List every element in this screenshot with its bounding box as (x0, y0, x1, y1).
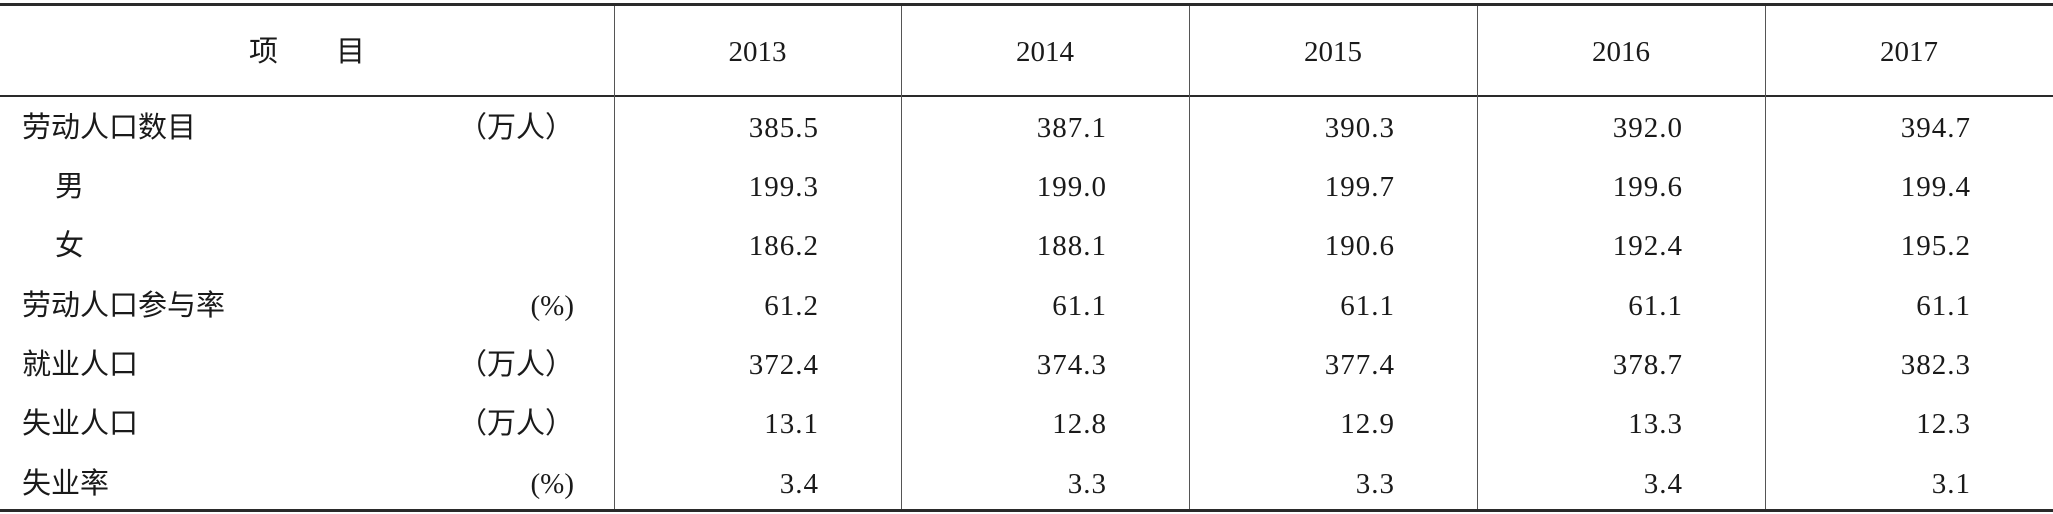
header-cell: 2015 (1304, 36, 1362, 68)
column-rule (614, 6, 615, 509)
value-cell: 199.7 (1324, 171, 1395, 203)
column-rule (1189, 6, 1190, 509)
value-cell: 378.7 (1612, 349, 1683, 381)
top-rule (0, 3, 2053, 6)
value-cell: 13.3 (1628, 408, 1683, 440)
row-label: 劳动人口数目 (22, 112, 197, 144)
column-rule (901, 6, 902, 509)
value-cell: 190.6 (1324, 230, 1395, 262)
value-cell: 394.7 (1900, 112, 1971, 144)
value-cell: 188.1 (1036, 230, 1107, 262)
value-cell: 61.1 (1052, 290, 1107, 322)
header-cell: 2014 (1016, 36, 1074, 68)
value-cell: 61.2 (764, 290, 819, 322)
value-cell: 199.3 (748, 171, 819, 203)
value-cell: 199.6 (1612, 171, 1683, 203)
value-cell: 3.3 (1067, 468, 1107, 500)
value-cell: 186.2 (748, 230, 819, 262)
value-cell: 13.1 (764, 408, 819, 440)
value-cell: 3.3 (1355, 468, 1395, 500)
value-cell: 390.3 (1324, 112, 1395, 144)
header-cell: 项 目 (248, 36, 365, 68)
value-cell: 3.4 (1643, 468, 1683, 500)
value-cell: 12.9 (1340, 408, 1395, 440)
row-label: 就业人口 (22, 349, 139, 381)
bottom-rule (0, 509, 2053, 512)
value-cell: 387.1 (1036, 112, 1107, 144)
header-cell: 2017 (1880, 36, 1938, 68)
header-cell: 2013 (728, 36, 787, 68)
value-cell: 3.1 (1931, 468, 1971, 500)
value-cell: 192.4 (1612, 230, 1683, 262)
value-cell: 12.8 (1052, 408, 1107, 440)
header-cell: 2016 (1592, 36, 1650, 68)
column-rule (1477, 6, 1478, 509)
value-cell: 3.4 (779, 468, 819, 500)
value-cell: 199.4 (1900, 171, 1971, 203)
row-unit: （万人） (457, 112, 574, 144)
value-cell: 382.3 (1900, 349, 1971, 381)
value-cell: 392.0 (1612, 112, 1683, 144)
row-unit: （万人） (457, 408, 574, 440)
value-cell: 12.3 (1916, 408, 1971, 440)
value-cell: 377.4 (1324, 349, 1395, 381)
row-label: 失业率 (22, 468, 110, 500)
value-cell: 195.2 (1900, 230, 1971, 262)
row-label: 男 (55, 171, 85, 203)
row-unit: (%) (530, 468, 574, 500)
row-unit: (%) (530, 290, 574, 322)
value-cell: 385.5 (748, 112, 819, 144)
value-cell: 199.0 (1036, 171, 1107, 203)
value-cell: 374.3 (1036, 349, 1107, 381)
row-label: 失业人口 (22, 408, 139, 440)
column-rule (1765, 6, 1766, 509)
row-label: 女 (55, 230, 85, 262)
row-unit: （万人） (457, 349, 574, 381)
value-cell: 61.1 (1340, 290, 1395, 322)
header-rule (0, 95, 2053, 97)
row-label: 劳动人口参与率 (22, 290, 226, 322)
value-cell: 372.4 (748, 349, 819, 381)
value-cell: 61.1 (1628, 290, 1683, 322)
value-cell: 61.1 (1916, 290, 1971, 322)
